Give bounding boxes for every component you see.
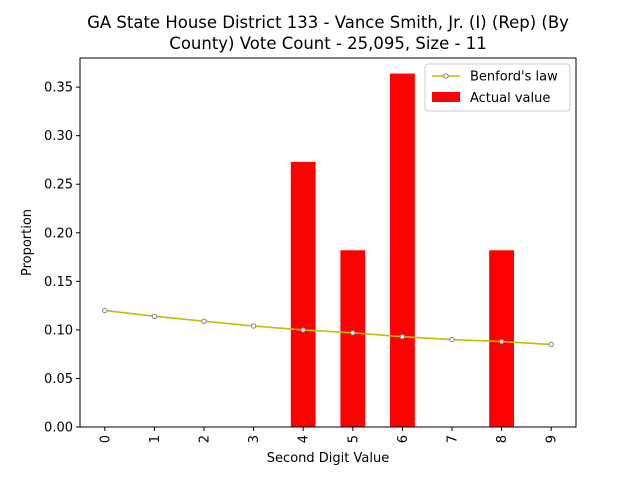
chart-title-line-2: County) Vote Count - 25,095, Size - 11 — [169, 34, 486, 53]
y-axis-label: Proportion — [20, 209, 35, 276]
benford-point-4 — [300, 327, 306, 333]
x-tick-label: 7 — [446, 435, 461, 443]
benford-point-8 — [498, 338, 505, 345]
x-tick-label: 2 — [198, 435, 213, 443]
legend-line-marker — [443, 73, 449, 79]
x-tick-label: 4 — [297, 435, 312, 443]
bar-digit-4 — [290, 161, 316, 427]
x-axis-label: Second Digit Value — [267, 451, 389, 466]
chart-title-line-1: GA State House District 133 - Vance Smit… — [87, 13, 569, 32]
legend-box — [424, 63, 571, 112]
legend-bar-swatch — [432, 92, 460, 102]
y-tick-label: 0.05 — [44, 372, 73, 387]
x-tick-label: 1 — [148, 435, 163, 443]
benford-line — [104, 309, 552, 346]
plot-area-frame — [79, 57, 577, 428]
bar-digit-8 — [489, 250, 514, 427]
chart-title: GA State House District 133 - Vance Smit… — [87, 13, 569, 53]
x-tick-label: 3 — [247, 435, 262, 443]
benford-point-0 — [102, 307, 108, 314]
legend-label-benford: Benford's law — [470, 70, 558, 85]
y-tick-label: 0.35 — [44, 81, 73, 96]
benford-point-1 — [151, 313, 158, 319]
benford-point-6 — [399, 333, 406, 340]
y-tick-label: 0.00 — [44, 421, 73, 436]
x-tick-label: 5 — [346, 435, 361, 443]
x-tick-label: 0 — [98, 435, 113, 443]
bar-series — [290, 73, 514, 428]
benford-point-9 — [548, 341, 554, 348]
benford-point-3 — [250, 323, 257, 329]
bar-digit-6 — [390, 73, 415, 428]
y-tick-label: 0.20 — [44, 226, 73, 241]
benford-point-5 — [350, 330, 356, 336]
y-tick-label: 0.25 — [44, 178, 73, 193]
legend: Benford's law Actual value — [424, 63, 571, 112]
x-tick-label: 8 — [495, 435, 510, 443]
bar-digit-5 — [340, 250, 366, 427]
benford-point-7 — [449, 336, 455, 343]
x-tick-label: 6 — [396, 435, 411, 443]
y-tick-label: 0.10 — [44, 323, 73, 338]
benford-point-2 — [201, 318, 207, 324]
benford-line-series — [102, 307, 554, 348]
y-axis: 0.00 0.05 0.10 0.15 0.20 0.25 0.30 0.35 — [44, 81, 80, 436]
legend-label-actual: Actual value — [470, 91, 550, 106]
x-tick-label: 9 — [545, 435, 560, 443]
y-tick-label: 0.30 — [44, 129, 73, 144]
y-tick-label: 0.15 — [44, 275, 73, 290]
x-axis: 0 1 2 3 4 5 6 7 8 9 — [98, 427, 560, 443]
